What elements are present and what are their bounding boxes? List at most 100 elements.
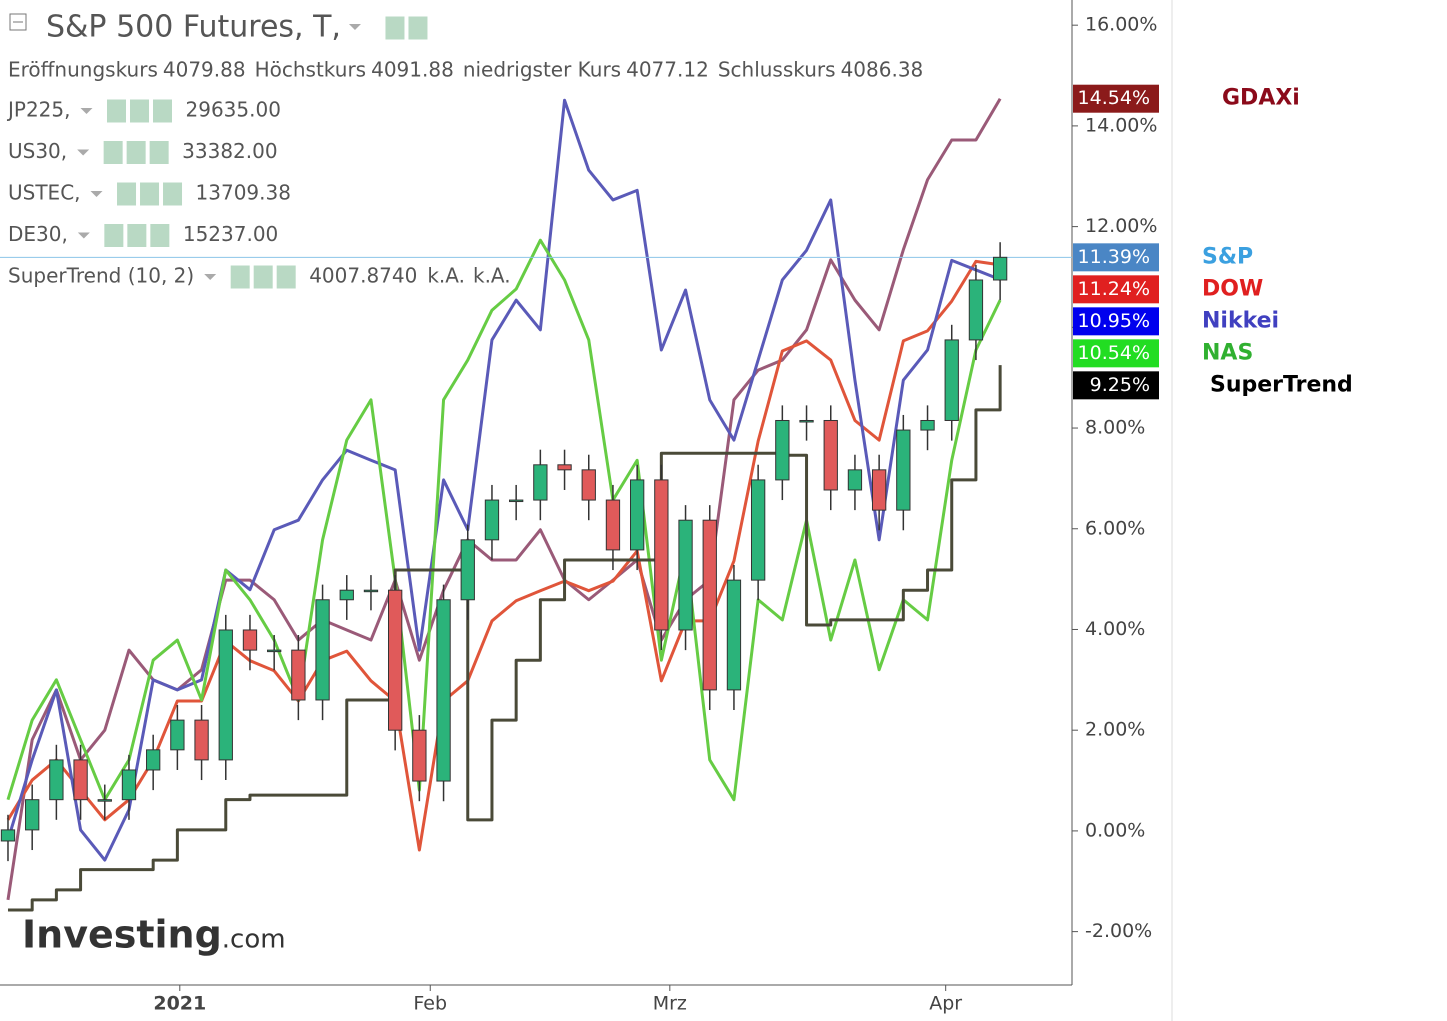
candle-body (97, 799, 112, 802)
series-name: GDAXi (1222, 86, 1300, 111)
ohlc-value: 4079.88 (163, 58, 246, 82)
toggle-icon[interactable] (106, 98, 127, 124)
plot-area: -2.00%0.00%2.00%4.00%6.00%8.00%10.00%12.… (0, 14, 1353, 1015)
value-box-label: 14.54% (1078, 87, 1150, 109)
candle-body (73, 759, 88, 801)
candle-body (267, 649, 282, 653)
toggle-icon[interactable] (126, 223, 148, 248)
dropdown-arrow[interactable] (77, 232, 90, 239)
instrument-title: S&P 500 Futures, T, (46, 10, 341, 45)
toggle-icon[interactable] (162, 181, 184, 207)
line-series (6, 238, 1002, 802)
value-box (1073, 243, 1159, 272)
candle-body (388, 589, 403, 731)
ohlc-label: niedrigster Kurs (463, 58, 621, 82)
candle-body (291, 649, 306, 701)
value-box (1073, 275, 1159, 304)
toggle-icon[interactable] (148, 140, 170, 165)
value-box-label: 11.39% (1078, 246, 1150, 268)
legend-symbol: US30, (8, 139, 67, 163)
value-box (1073, 84, 1159, 113)
candle-body (871, 469, 887, 511)
toggle-icon[interactable] (149, 223, 171, 248)
candle-body (146, 749, 161, 771)
dropdown-arrow[interactable] (90, 191, 103, 197)
candle-body (823, 419, 838, 491)
ohlc-value: 4091.88 (371, 58, 454, 82)
toggle-icon[interactable] (252, 264, 274, 290)
candle-body (557, 464, 572, 471)
candle-body (460, 539, 475, 601)
candle-body (509, 499, 524, 503)
candle-body (363, 589, 379, 593)
header: S&P 500 Futures, T, Eröffnungskurs 4079.88… (6, 10, 923, 290)
ohlc-label: Schlusskurs (718, 58, 836, 82)
legend-extra: k.A. (427, 264, 465, 288)
candle-body (121, 769, 137, 801)
legend-symbol: USTEC, (8, 181, 81, 205)
y-tick-label: 14.00% (1085, 114, 1157, 136)
candle-body (726, 579, 742, 691)
toggle-icon[interactable] (116, 181, 138, 207)
toggle-icon[interactable] (384, 15, 406, 41)
dropdown-arrow[interactable] (348, 24, 361, 30)
series-name: S&P (1202, 244, 1253, 269)
y-tick-label: 4.00% (1085, 618, 1145, 640)
candle-body (436, 599, 451, 782)
y-tick-label: -2.00% (1085, 920, 1152, 942)
y-tick-label: 2.00% (1085, 719, 1145, 741)
candle-body (0, 829, 16, 842)
y-tick-label: 0.00% (1085, 819, 1145, 841)
x-tick-label: Apr (929, 993, 962, 1015)
candle-body (484, 499, 500, 541)
line-series (6, 259, 1001, 852)
candle-body (218, 629, 233, 761)
candle-body (654, 479, 669, 631)
toggle-icon[interactable] (407, 15, 429, 41)
value-box-label: 9.25% (1090, 374, 1150, 396)
legend-value: 13709.38 (196, 181, 291, 205)
collapse-icon[interactable] (9, 13, 27, 31)
candle-body (775, 419, 790, 481)
candle-body (315, 599, 330, 701)
value-box-label: 10.95% (1078, 310, 1150, 332)
legend-symbol: SuperTrend (10, 2) (8, 264, 194, 288)
candle-body (194, 719, 209, 761)
line-series (7, 365, 1002, 912)
y-tick-label: 12.00% (1085, 215, 1157, 237)
dropdown-arrow[interactable] (77, 149, 90, 156)
legend-value: 15237.00 (183, 222, 278, 246)
toggle-icon[interactable] (275, 264, 297, 290)
toggle-icon[interactable] (152, 98, 173, 124)
candle-body (920, 419, 935, 431)
ohlc-value: 4077.12 (626, 58, 709, 82)
x-tick-label: Feb (413, 993, 447, 1015)
toggle-icon[interactable] (139, 181, 161, 207)
candle-body (750, 479, 766, 581)
line-series (6, 98, 1001, 862)
value-box-label: 11.24% (1078, 278, 1150, 300)
legend-extra: k.A. (473, 264, 511, 288)
toggle-icon[interactable] (103, 223, 125, 248)
ohlc-label: Eröffnungskurs (8, 58, 158, 82)
value-box (1073, 339, 1159, 368)
candle-body (242, 629, 258, 651)
y-tick-label: 16.00% (1085, 14, 1157, 36)
candle-body (944, 339, 959, 421)
series-name: Nikkei (1202, 308, 1279, 333)
y-tick-label: 8.00% (1085, 417, 1145, 439)
legend-symbol: DE30, (8, 222, 68, 246)
toggle-icon[interactable] (229, 264, 251, 290)
candle-body (25, 799, 40, 831)
legend-value: 29635.00 (186, 98, 281, 122)
toggle-icon[interactable] (129, 98, 150, 124)
dropdown-arrow[interactable] (80, 108, 93, 114)
dropdown-arrow[interactable] (204, 274, 217, 280)
toggle-icon[interactable] (102, 140, 124, 165)
legend-value: 4007.8740 (309, 264, 417, 288)
candle-body (799, 419, 814, 423)
series-name: SuperTrend (1210, 372, 1353, 397)
toggle-icon[interactable] (125, 140, 147, 165)
